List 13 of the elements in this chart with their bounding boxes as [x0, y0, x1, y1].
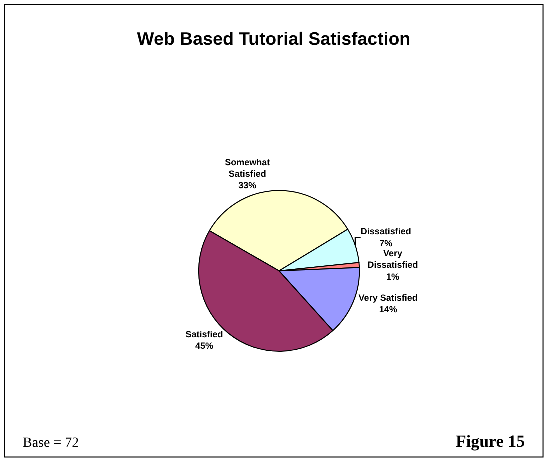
- slice-label: Very Satisfied: [358, 293, 418, 304]
- slice-label: Very Dissatisfied: [368, 248, 418, 270]
- slice-label: Somewhat Satisfied: [225, 157, 270, 180]
- data-label: 14%: [379, 304, 398, 315]
- data-label: 33%: [238, 180, 257, 191]
- data-label: 45%: [196, 340, 214, 351]
- slice-label: Satisfied: [186, 329, 224, 340]
- caption: Figure 15: [456, 432, 526, 451]
- text: Base = 72: [23, 436, 80, 451]
- slice-label: Dissatisfied: [360, 226, 412, 237]
- data-label: 1%: [386, 272, 400, 282]
- chart-title: Web Based Tutorial Satisfaction: [137, 29, 411, 50]
- data-label: 7%: [380, 238, 393, 248]
